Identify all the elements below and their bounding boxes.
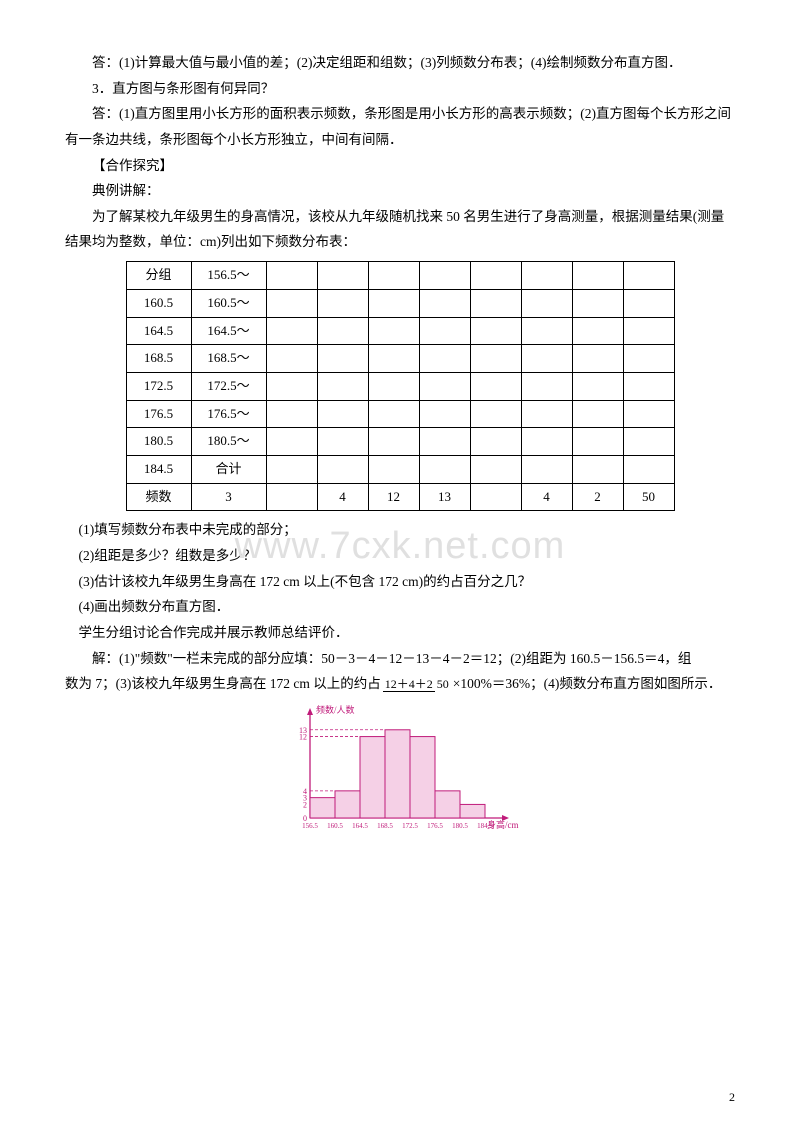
table-row: 172.5172.5～ bbox=[126, 372, 674, 400]
answer-steps: 答：(1)计算最大值与最小值的差；(2)决定组距和组数；(3)列频数分布表；(4… bbox=[65, 50, 735, 76]
svg-text:频数/人数: 频数/人数 bbox=[316, 704, 355, 715]
svg-text:172.5: 172.5 bbox=[402, 822, 418, 830]
example-heading: 典例讲解： bbox=[65, 178, 735, 204]
svg-text:156.5: 156.5 bbox=[302, 822, 318, 830]
frequency-histogram: 23412130156.5160.5164.5168.5172.5176.518… bbox=[275, 703, 525, 843]
subquestion-3: (3)估计该校九年级男生身高在 172 cm 以上(不包含 172 cm)的约占… bbox=[65, 569, 735, 595]
answer-3: 答：(1)直方图里用小长方形的面积表示频数，条形图是用小长方形的高表示频数；(2… bbox=[65, 101, 735, 152]
svg-text:164.5: 164.5 bbox=[352, 822, 368, 830]
svg-text:160.5: 160.5 bbox=[327, 822, 343, 830]
subquestion-4: (4)画出频数分布直方图． bbox=[65, 594, 735, 620]
fraction: 12＋4＋250 bbox=[383, 678, 451, 691]
solution-line2: 数为 7；(3)该校九年级男生身高在 172 cm 以上的约占12＋4＋250×… bbox=[65, 671, 735, 697]
section-heading: 【合作探究】 bbox=[65, 153, 735, 179]
student-activity: 学生分组讨论合作完成并展示教师总结评价． bbox=[65, 620, 735, 646]
example-intro: 为了解某校九年级男生的身高情况，该校从九年级随机找来 50 名男生进行了身高测量… bbox=[65, 204, 735, 255]
table-row: 168.5168.5～ bbox=[126, 345, 674, 373]
svg-text:身高/cm: 身高/cm bbox=[487, 819, 519, 830]
table-row: 160.5160.5～ bbox=[126, 289, 674, 317]
frequency-table: 分组 156.5～ 160.5160.5～ 164.5164.5～ 168.51… bbox=[126, 261, 675, 511]
svg-text:13: 13 bbox=[299, 726, 307, 735]
cell: 156.5～ bbox=[191, 262, 266, 290]
svg-text:180.5: 180.5 bbox=[452, 822, 468, 830]
question-3: 3．直方图与条形图有何异同？ bbox=[65, 76, 735, 102]
svg-text:168.5: 168.5 bbox=[377, 822, 393, 830]
document-body: 答：(1)计算最大值与最小值的差；(2)决定组距和组数；(3)列频数分布表；(4… bbox=[0, 0, 800, 851]
page-number: 2 bbox=[729, 1090, 735, 1105]
table-row: 频数 3 4 12 13 4 2 50 bbox=[126, 483, 674, 511]
svg-text:4: 4 bbox=[303, 787, 307, 796]
cell: 分组 bbox=[126, 262, 191, 290]
table-row: 184.5合计 bbox=[126, 455, 674, 483]
table-row: 176.5176.5～ bbox=[126, 400, 674, 428]
subquestion-2: (2)组距是多少？组数是多少？ bbox=[65, 543, 735, 569]
table-row: 分组 156.5～ bbox=[126, 262, 674, 290]
table-row: 164.5164.5～ bbox=[126, 317, 674, 345]
table-row: 180.5180.5～ bbox=[126, 428, 674, 456]
solution-line1: 解：(1)"频数"一栏未完成的部分应填：50－3－4－12－13－4－2＝12；… bbox=[65, 646, 735, 672]
subquestion-1: (1)填写频数分布表中未完成的部分； bbox=[65, 517, 735, 543]
svg-text:176.5: 176.5 bbox=[427, 822, 443, 830]
